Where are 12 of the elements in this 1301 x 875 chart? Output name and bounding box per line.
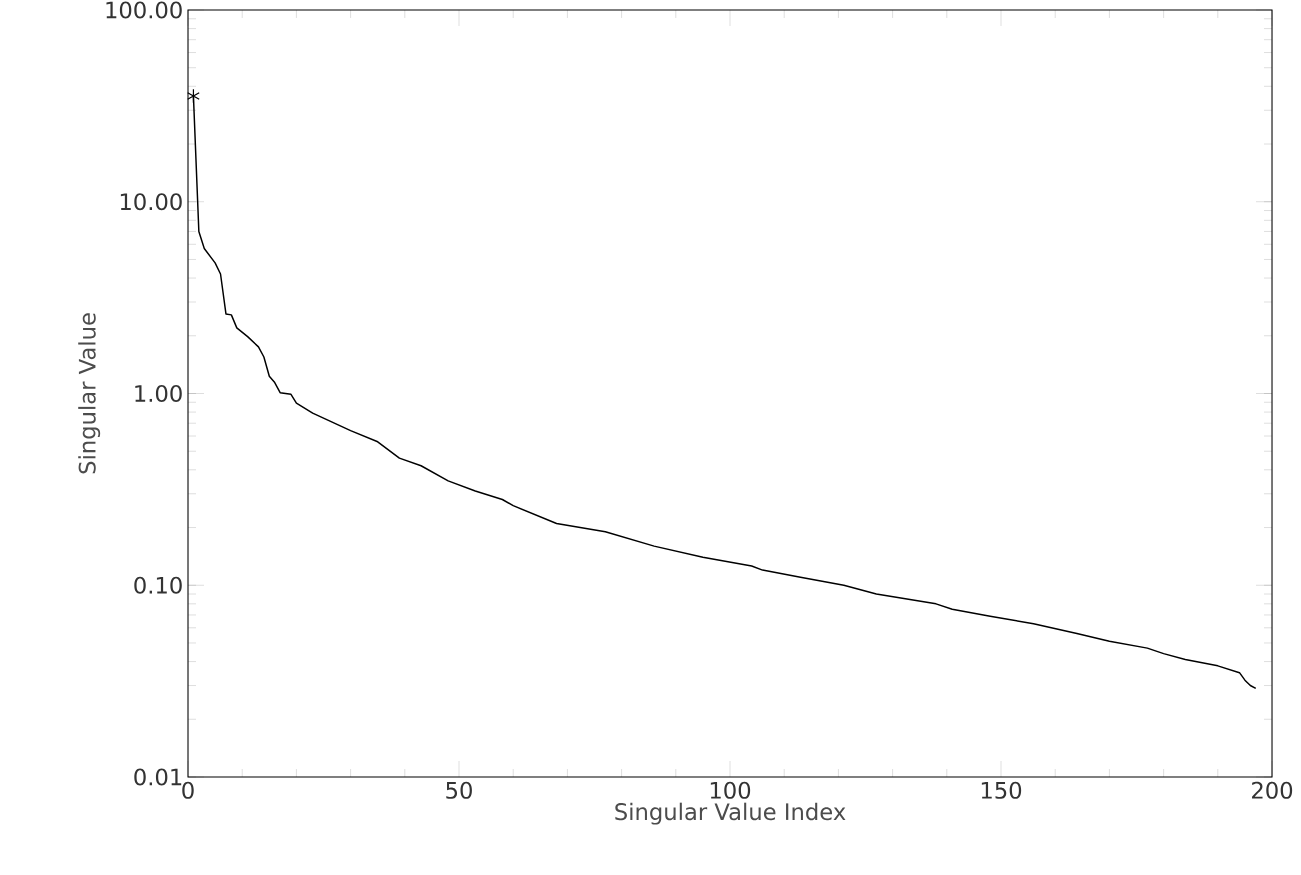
x-tick-label: 100: [710, 781, 751, 799]
x-tick-label: 150: [981, 781, 1022, 799]
x-tick-label: 50: [446, 781, 472, 799]
x-tick-label: 0: [182, 781, 194, 799]
y-tick-label: 0.01: [134, 768, 182, 786]
x-axis-title: Singular Value Index: [615, 802, 846, 825]
y-tick-label: 1.00: [135, 384, 182, 403]
y-tick-label: 0.10: [134, 576, 182, 594]
y-tick-label: 10.00: [120, 193, 182, 211]
y-tick-label: 100.00: [106, 1, 182, 19]
x-tick-label: 200: [1252, 781, 1293, 799]
y-axis-title: Singular Value: [78, 313, 101, 474]
